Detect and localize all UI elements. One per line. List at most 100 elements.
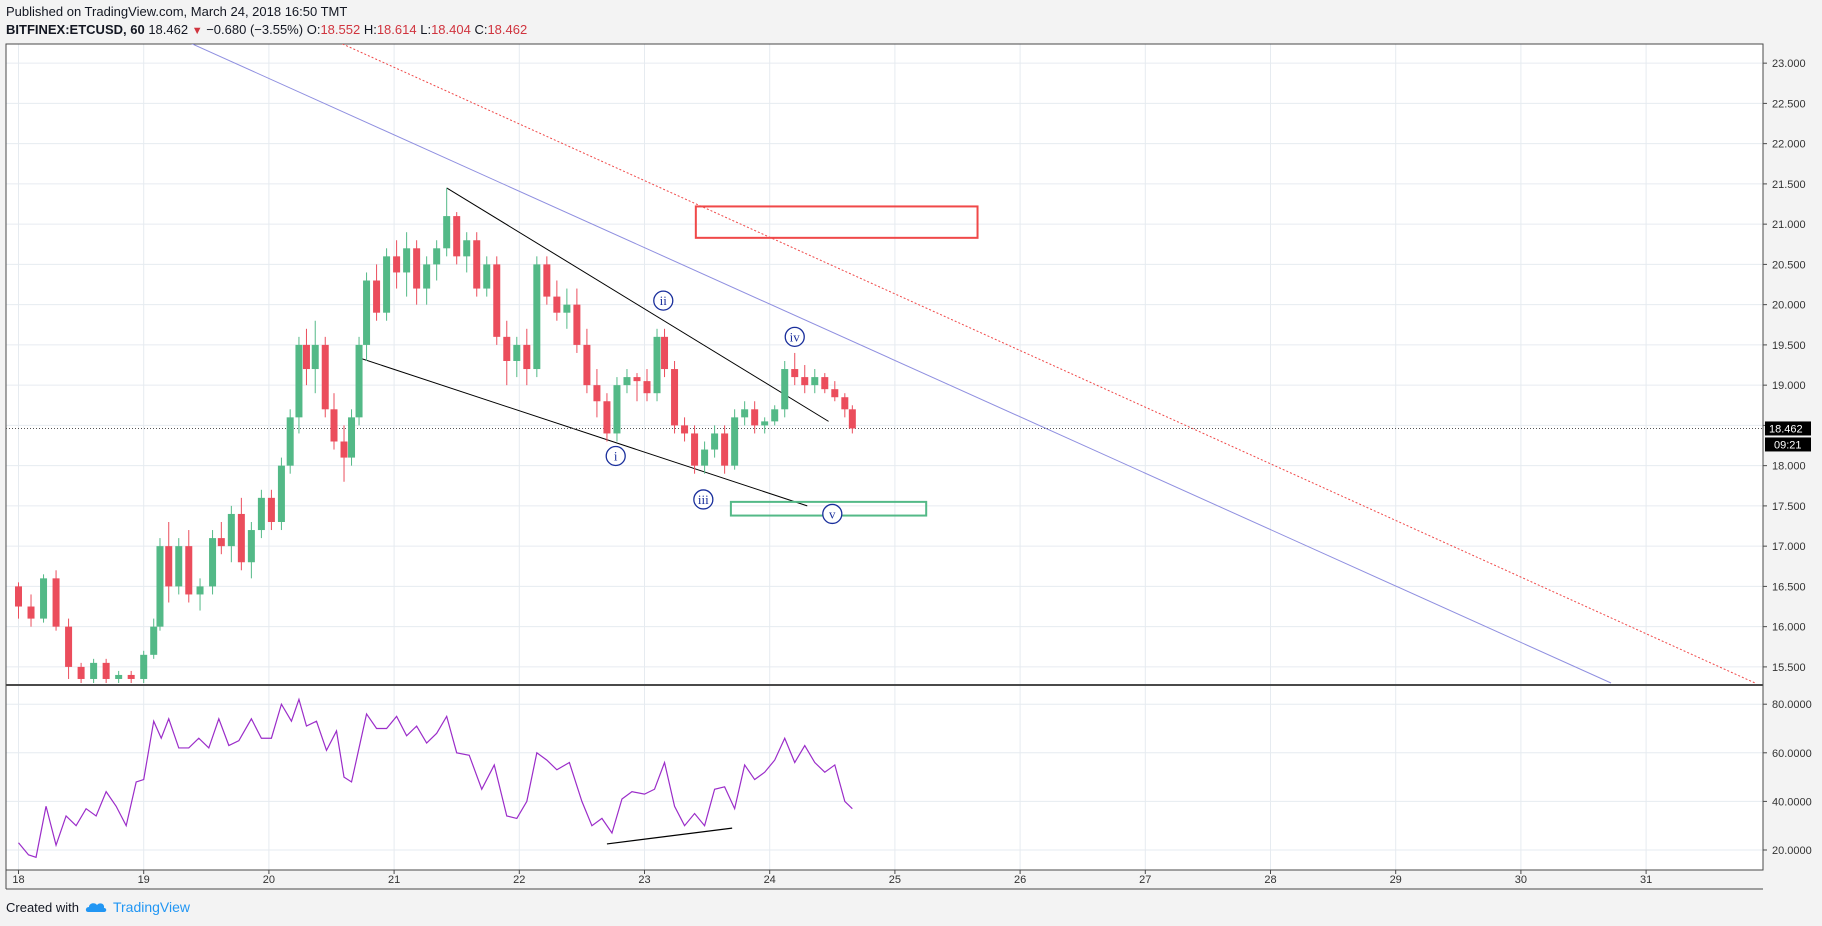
candle: [533, 256, 541, 378]
candle: [483, 256, 491, 297]
candle-body: [761, 421, 769, 426]
candle: [761, 417, 769, 434]
candle: [791, 352, 799, 386]
time-tick-label: 19: [138, 874, 150, 886]
candle: [503, 320, 511, 386]
candle-body: [603, 401, 611, 434]
candle: [348, 409, 356, 466]
rsi-tick-label: 60.0000: [1772, 748, 1812, 760]
candle: [311, 320, 319, 394]
candle-body: [257, 497, 265, 531]
candle-body: [373, 280, 381, 313]
high-label: H:: [363, 22, 377, 37]
candle-body: [27, 606, 35, 619]
candle: [115, 670, 123, 683]
rsi-tick-label: 80.0000: [1772, 699, 1812, 711]
time-tick-label: 20: [263, 874, 275, 886]
candle-body: [801, 377, 809, 386]
candle: [493, 256, 501, 345]
candle: [523, 328, 531, 386]
time-tick-label: 27: [1139, 874, 1151, 886]
candle: [77, 662, 85, 683]
candle: [433, 240, 441, 281]
tradingview-brand-link[interactable]: TradingView: [112, 899, 191, 915]
candle-body: [277, 465, 285, 522]
wave-label-iii: iii: [693, 489, 714, 510]
close-value: 18.462: [487, 22, 528, 37]
candle-body: [330, 409, 338, 442]
time-tick-label: 21: [388, 874, 400, 886]
footer: Created with TradingView: [6, 899, 190, 915]
candle: [267, 489, 275, 531]
candle-body: [77, 666, 85, 679]
wave-label-iv: iv: [784, 326, 805, 348]
candle: [140, 650, 148, 683]
wave-text: v: [829, 506, 836, 521]
candle-body: [165, 546, 173, 587]
candle: [65, 618, 73, 679]
time-tick-label: 28: [1264, 874, 1276, 886]
candle-body: [593, 385, 601, 402]
candle-body: [523, 344, 531, 370]
candle: [711, 425, 719, 458]
candle: [653, 328, 661, 402]
price-pane: [6, 44, 1763, 684]
rsi-plot: [18, 697, 853, 859]
candle-body: [348, 417, 356, 458]
candle: [661, 328, 669, 378]
candle-body: [433, 248, 441, 265]
candle: [196, 578, 204, 611]
candle-body: [711, 433, 719, 450]
candle-body: [493, 264, 501, 337]
candle-body: [553, 296, 561, 313]
candle-body: [65, 626, 73, 667]
ohlc-line: BITFINEX:ETCUSD, 60 18.462 ▼ −0.680 (−3.…: [6, 21, 527, 40]
candle: [633, 373, 641, 402]
trendline-lower-wedge: [356, 356, 808, 507]
candle-body: [671, 369, 679, 426]
open-value: 18.552: [320, 22, 361, 37]
candle: [156, 538, 164, 631]
candle-body: [513, 344, 521, 361]
candle-body: [340, 441, 348, 458]
candle: [801, 365, 809, 394]
candle: [40, 574, 48, 623]
candle-body: [52, 578, 60, 627]
candle: [731, 409, 739, 470]
candle-body: [848, 409, 856, 429]
time-tick-label: 30: [1515, 874, 1527, 886]
candle: [741, 401, 749, 426]
candle: [848, 405, 856, 434]
candle-body: [583, 344, 591, 386]
candle: [150, 618, 158, 659]
candle-body: [633, 377, 641, 382]
candle: [15, 582, 22, 619]
low-value: 18.404: [431, 22, 471, 37]
price-tick-label: 16.000: [1772, 622, 1806, 634]
candle: [671, 361, 679, 434]
candle-body: [311, 344, 319, 370]
candle: [473, 232, 481, 297]
candle-body: [771, 409, 779, 422]
candle: [330, 393, 338, 450]
candle: [286, 409, 294, 474]
close-label: C:: [474, 22, 488, 37]
trendline-red-resistance: [341, 44, 1756, 684]
candle-body: [302, 344, 310, 370]
candle-body: [721, 433, 729, 466]
candle: [811, 369, 819, 394]
candle-body: [443, 216, 451, 249]
candle: [363, 272, 371, 361]
candle: [403, 232, 411, 297]
price-tick-label: 16.500: [1772, 581, 1806, 593]
down-arrow-icon: ▼: [191, 25, 203, 37]
candle: [543, 256, 551, 305]
wave-text: iii: [698, 492, 709, 507]
symbol-label: BITFINEX:ETCUSD, 60: [6, 22, 145, 37]
candle: [563, 288, 571, 329]
price-tick-label: 22.500: [1772, 98, 1806, 110]
price-tick-label: 20.000: [1772, 300, 1806, 312]
candle-body: [321, 344, 329, 410]
candle-body: [413, 248, 421, 289]
